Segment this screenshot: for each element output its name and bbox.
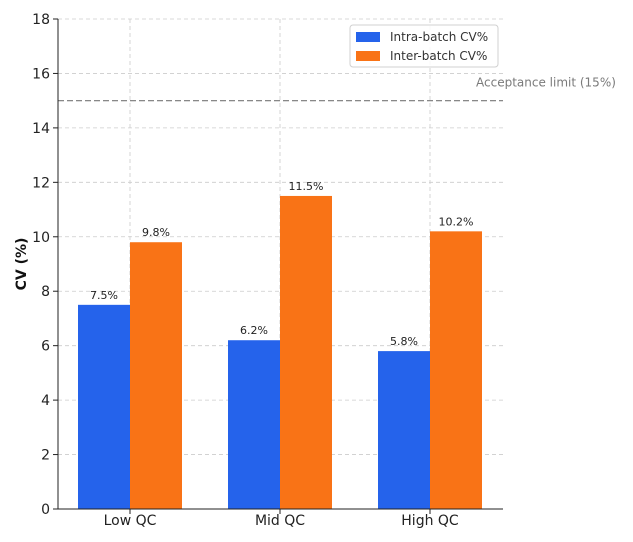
bar-inter-high-qc — [430, 231, 482, 510]
bars: 7.5% 6.2% 5.8% 9.8% 11.5% 10.2% — [78, 180, 482, 510]
y-tick-label: 18 — [32, 12, 50, 28]
bar-inter-low-qc — [130, 242, 182, 509]
y-tick-label: 10 — [32, 230, 50, 246]
bar-value-label: 6.2% — [240, 324, 268, 337]
x-tick-label: High QC — [401, 513, 459, 529]
bar-intra-mid-qc — [228, 340, 280, 509]
y-axis-label: CV (%) — [14, 238, 30, 291]
x-tick-label: Low QC — [104, 513, 157, 529]
legend-entry-label: Intra-batch CV% — [390, 30, 488, 44]
bar-value-label: 9.8% — [142, 226, 170, 239]
bar-value-label: 5.8% — [390, 335, 418, 348]
legend-box — [349, 24, 499, 68]
bar-inter-mid-qc — [280, 195, 332, 509]
y-tick-label: 6 — [41, 339, 50, 355]
x-tick-label: Mid QC — [255, 513, 305, 529]
axes: 0 2 4 6 8 10 12 14 16 18 Low QC Mid QC High QC — [32, 12, 503, 529]
reference-line-group: Acceptance limit (15%) — [58, 76, 616, 102]
bar-value-label: 10.2% — [439, 215, 474, 228]
bar-intra-low-qc — [78, 304, 130, 509]
legend: Intra-batch CV% Inter-batch CV% — [349, 24, 499, 68]
y-tick-label: 0 — [41, 502, 50, 518]
bar-intra-high-qc — [378, 351, 430, 509]
y-tick-label: 8 — [41, 284, 50, 300]
y-tick-label: 12 — [32, 175, 50, 191]
bar-value-label: 7.5% — [90, 289, 118, 302]
y-tick-label: 14 — [32, 121, 50, 137]
legend-entry-label: Inter-batch CV% — [390, 49, 487, 63]
legend-swatch — [356, 32, 380, 42]
legend-swatch — [356, 51, 380, 61]
y-tick-label: 4 — [41, 393, 50, 409]
y-tick-label: 16 — [32, 66, 50, 82]
acceptance-limit-label: Acceptance limit (15%) — [476, 76, 616, 90]
bar-value-label: 11.5% — [289, 180, 324, 193]
y-tick-label: 2 — [41, 448, 50, 464]
